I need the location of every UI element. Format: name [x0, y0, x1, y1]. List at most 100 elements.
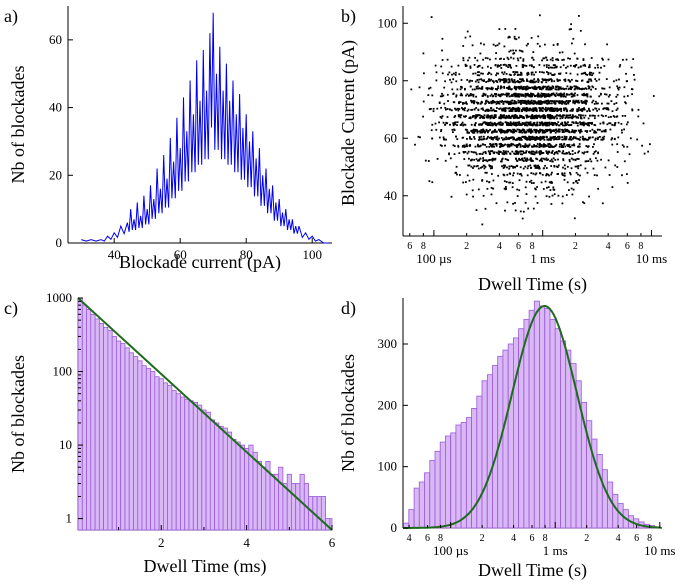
scatter-point: [564, 80, 567, 83]
scatter-point: [521, 145, 524, 147]
scatter-point: [469, 79, 472, 82]
scatter-point: [494, 129, 496, 131]
scatter-point: [513, 152, 515, 155]
scatter-point: [514, 81, 516, 84]
scatter-point: [610, 116, 612, 118]
scatter-point: [591, 128, 594, 131]
scatter-point: [493, 151, 496, 154]
scatter-point: [549, 129, 552, 132]
scatter-point: [592, 108, 595, 111]
scatter-point: [585, 160, 588, 163]
scatter-point: [498, 65, 501, 67]
scatter-point: [510, 144, 513, 147]
scatter-point: [580, 72, 583, 75]
scatter-point: [501, 115, 504, 118]
scatter-point: [589, 114, 591, 117]
scatter-point: [428, 180, 431, 182]
scatter-point: [439, 95, 442, 98]
scatter-point: [471, 100, 474, 103]
scatter-point: [485, 116, 488, 119]
scatter-point: [476, 74, 479, 77]
scatter-point: [569, 173, 572, 176]
scatter-point: [438, 121, 440, 124]
scatter-point: [498, 123, 501, 126]
scatter-point: [571, 86, 574, 89]
scatter-point: [544, 121, 546, 124]
scatter-point: [551, 160, 554, 163]
scatter-point: [538, 167, 540, 170]
scatter-point: [472, 115, 475, 118]
scatter-point: [530, 115, 533, 118]
panel-a-y-tick-label: 0: [56, 235, 63, 250]
scatter-point: [521, 159, 524, 162]
scatter-point: [579, 29, 582, 32]
scatter-point: [527, 73, 530, 75]
scatter-point: [546, 186, 548, 189]
scatter-point: [574, 152, 577, 154]
scatter-point: [556, 114, 558, 117]
scatter-point: [476, 129, 478, 131]
scatter-point: [576, 86, 579, 89]
scatter-point: [452, 123, 455, 126]
scatter-point: [481, 166, 484, 168]
scatter-point: [533, 66, 535, 68]
scatter-point: [509, 100, 512, 103]
scatter-point: [479, 157, 482, 160]
scatter-point: [501, 100, 504, 102]
scatter-point: [422, 52, 425, 55]
scatter-point: [524, 138, 527, 140]
scatter-point: [579, 116, 582, 118]
scatter-point: [526, 121, 529, 124]
scatter-point: [531, 71, 534, 74]
histogram-bar: [507, 343, 514, 529]
scatter-point: [486, 129, 488, 132]
scatter-point: [503, 85, 505, 88]
scatter-point: [505, 152, 508, 155]
scatter-point: [521, 79, 524, 81]
scatter-point: [474, 88, 476, 91]
scatter-point: [453, 128, 456, 131]
scatter-point: [579, 123, 582, 126]
scatter-point: [484, 130, 487, 133]
scatter-point: [491, 116, 494, 119]
scatter-point: [623, 160, 626, 163]
scatter-point: [499, 87, 502, 90]
scatter-point: [508, 85, 511, 88]
scatter-point: [528, 115, 531, 118]
scatter-point: [583, 124, 585, 127]
scatter-point: [589, 122, 591, 124]
scatter-point: [582, 138, 585, 141]
scatter-point: [504, 116, 506, 119]
scatter-point: [466, 145, 468, 148]
scatter-point: [551, 115, 554, 117]
scatter-point: [502, 145, 504, 147]
scatter-point: [591, 114, 594, 117]
histogram-bar: [201, 409, 207, 531]
scatter-point: [468, 179, 471, 182]
scatter-point: [563, 95, 566, 98]
scatter-point: [553, 138, 555, 141]
panel-d-x-minor-label: 4: [616, 533, 621, 544]
scatter-point: [561, 136, 564, 138]
scatter-point: [514, 150, 517, 153]
scatter-point: [500, 144, 503, 147]
scatter-point: [466, 174, 469, 177]
scatter-point: [506, 123, 509, 125]
scatter-point: [591, 136, 594, 139]
scatter-point: [524, 145, 526, 148]
scatter-point: [544, 117, 546, 120]
panel-d-fit-curve: [403, 305, 662, 529]
scatter-point: [483, 135, 485, 138]
scatter-point: [561, 128, 563, 131]
scatter-point: [569, 72, 572, 75]
scatter-point: [525, 144, 528, 147]
scatter-point: [543, 123, 546, 126]
scatter-point: [522, 66, 524, 69]
scatter-point: [510, 165, 513, 167]
scatter-point: [473, 151, 476, 154]
scatter-point: [616, 85, 619, 88]
scatter-point: [637, 108, 640, 111]
scatter-point: [596, 174, 598, 177]
scatter-point: [491, 144, 493, 147]
scatter-point: [572, 37, 575, 40]
